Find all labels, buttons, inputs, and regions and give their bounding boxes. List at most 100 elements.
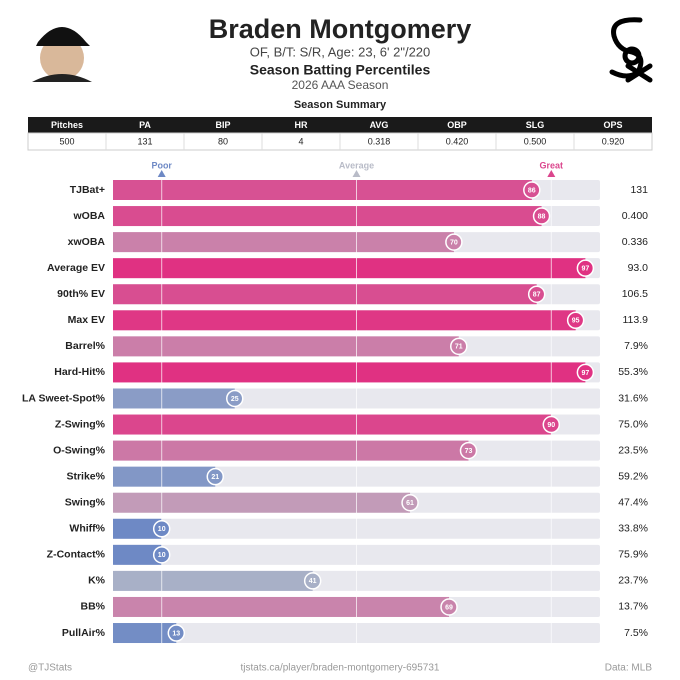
- bar: [113, 596, 450, 617]
- percentile-label: 88: [538, 213, 546, 220]
- percentile-marker: [206, 467, 225, 486]
- category-label: Barrel%: [65, 340, 105, 352]
- stat-value: 106.5: [622, 288, 648, 300]
- percentile-marker: [440, 598, 458, 616]
- category-label: 90th% EV: [57, 288, 105, 300]
- table-header: Pitches: [51, 120, 83, 130]
- bar: [113, 623, 177, 644]
- table-header: BIP: [215, 120, 230, 130]
- category-label: Hard-Hit%: [54, 366, 105, 378]
- stat-value: 31.6%: [618, 392, 648, 404]
- percentile-marker: [459, 441, 478, 460]
- stat-value: 113.9: [623, 314, 649, 326]
- bar: [113, 310, 576, 331]
- percentile-marker: [450, 337, 468, 356]
- table-header: PA: [139, 120, 151, 130]
- bar: [113, 492, 411, 513]
- bar: [113, 336, 459, 357]
- percentile-marker: [523, 181, 541, 199]
- percentile-label: 70: [450, 239, 458, 246]
- stat-value: 23.5%: [618, 444, 648, 456]
- bar: [113, 180, 532, 200]
- table-cell: 0.420: [446, 136, 469, 146]
- bar: [113, 544, 162, 565]
- percentile-marker: [527, 285, 546, 303]
- percentile-marker: [167, 624, 186, 642]
- category-label: LA Sweet-Spot%: [22, 392, 106, 404]
- stat-value: 93.0: [628, 262, 649, 274]
- percentile-marker: [576, 259, 595, 277]
- bar: [113, 466, 216, 487]
- bar: [113, 284, 537, 305]
- table-header: AVG: [370, 120, 389, 130]
- percentile-label: 97: [581, 266, 589, 273]
- percentile-marker: [445, 233, 463, 251]
- category-label: K%: [88, 575, 106, 587]
- stat-value: 13.7%: [618, 601, 648, 613]
- x-tick-label: Great: [540, 160, 564, 170]
- percentile-marker: [226, 389, 244, 408]
- category-label: Max EV: [68, 314, 105, 326]
- percentile-label: 97: [581, 370, 589, 377]
- player-info: OF, B/T: S/R, Age: 23, 6' 2"/220: [250, 44, 431, 59]
- percentile-label: 10: [158, 552, 166, 559]
- footer-right: Data: MLB: [605, 663, 653, 674]
- percentile-label: 61: [406, 500, 414, 507]
- percentile-label: 41: [309, 578, 317, 585]
- stat-value: 23.7%: [618, 575, 648, 587]
- team-logo: [609, 17, 653, 83]
- table-cell: 0.318: [368, 136, 391, 146]
- x-tick-label: Average: [339, 160, 374, 170]
- stat-value: 59.2%: [618, 470, 648, 482]
- percentile-label: 21: [211, 474, 219, 481]
- percentile-label: 71: [455, 344, 463, 351]
- percentile-marker: [532, 207, 551, 225]
- category-label: Swing%: [65, 497, 106, 509]
- stat-value: 0.400: [622, 210, 648, 222]
- table-header-bg: [28, 117, 652, 133]
- x-tick-marker: [157, 170, 166, 177]
- percentile-label: 90: [547, 422, 555, 429]
- percentile-marker: [152, 546, 171, 564]
- bar: [113, 388, 235, 409]
- bar: [113, 414, 552, 435]
- category-label: PullAir%: [62, 627, 106, 639]
- table-cell: 131: [137, 136, 152, 146]
- x-tick-marker: [547, 170, 556, 177]
- category-label: xwOBA: [68, 236, 106, 248]
- bar: [113, 518, 162, 539]
- table-header: OPS: [603, 120, 622, 130]
- stat-value: 0.336: [622, 236, 648, 248]
- season: 2026 AAA Season: [292, 78, 389, 92]
- table-header: OBP: [447, 120, 467, 130]
- percentile-marker: [401, 493, 419, 512]
- category-label: Z-Contact%: [47, 549, 106, 561]
- percentile-label: 25: [231, 396, 239, 403]
- subtitle: Season Batting Percentiles: [250, 62, 431, 78]
- footer-center: tjstats.ca/player/braden-montgomery-6957…: [241, 663, 440, 674]
- bar: [113, 570, 313, 591]
- percentile-marker: [152, 520, 171, 538]
- stat-value: 55.3%: [618, 366, 648, 378]
- stat-value: 131: [630, 184, 648, 196]
- table-cell: 0.920: [602, 136, 625, 146]
- stat-value: 33.8%: [618, 523, 648, 535]
- table-cell: 80: [218, 136, 228, 146]
- category-label: BB%: [80, 601, 105, 613]
- stat-value: 47.4%: [618, 497, 648, 509]
- percentile-label: 13: [172, 630, 180, 637]
- percentile-label: 95: [572, 318, 580, 325]
- bar: [113, 440, 469, 461]
- x-tick-label: Poor: [151, 160, 172, 170]
- table-title: Season Summary: [294, 99, 387, 111]
- table-cell: 4: [298, 136, 303, 146]
- table-cell: 0.500: [524, 136, 547, 146]
- category-label: Z-Swing%: [55, 418, 106, 430]
- category-label: O-Swing%: [53, 444, 106, 456]
- category-label: TJBat+: [70, 184, 105, 196]
- percentile-marker: [303, 572, 322, 590]
- table-header: HR: [295, 120, 308, 130]
- footer-left: @TJStats: [28, 663, 72, 674]
- bar: [113, 258, 586, 279]
